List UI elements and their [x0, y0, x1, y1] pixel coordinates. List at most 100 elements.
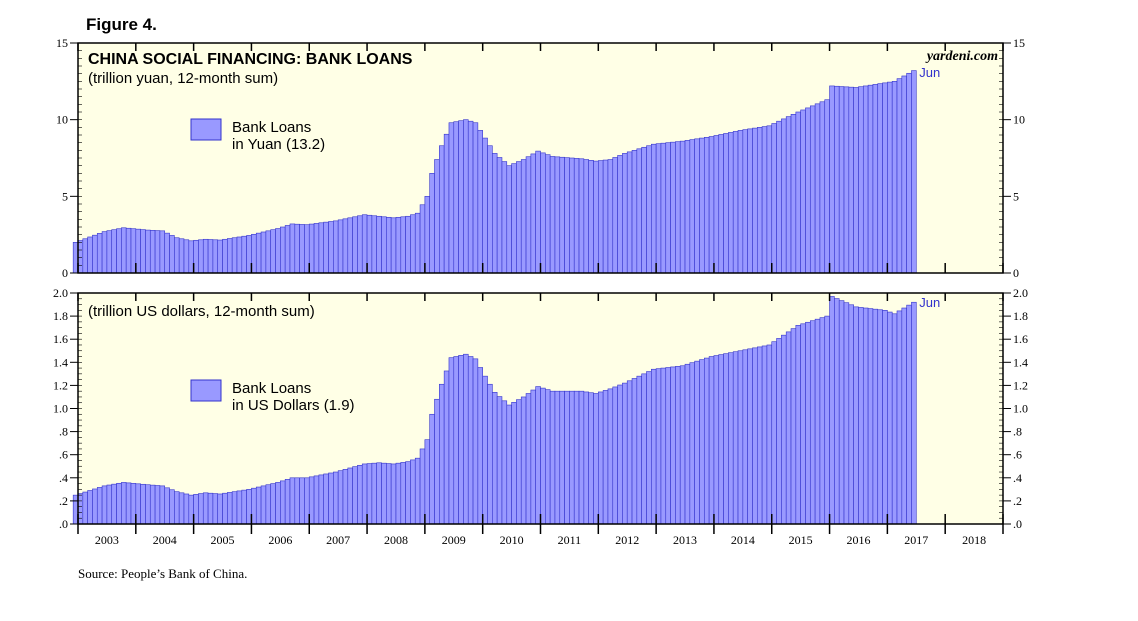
yuan-bar — [858, 86, 864, 274]
x-tick-label: 2018 — [962, 533, 986, 547]
yuan-bar — [535, 150, 541, 274]
yuan-chart-subtitle: (trillion yuan, 12-month sum) — [88, 70, 278, 87]
usd-bar — [429, 413, 435, 525]
yuan-bar — [771, 123, 777, 274]
usd-bar — [154, 485, 161, 525]
usd-bar — [622, 382, 628, 525]
usd-bar — [511, 402, 517, 525]
yuan-bar — [525, 156, 532, 274]
yuan-bar — [294, 223, 300, 274]
usd-bar — [771, 341, 777, 525]
usd-bar — [549, 390, 556, 525]
yuan-bar — [487, 145, 493, 274]
x-tick-label: 2016 — [846, 533, 870, 547]
yuan-ytick-label-left: 0 — [62, 266, 68, 280]
yuan-bar — [689, 139, 695, 274]
usd-bar — [313, 475, 320, 525]
usd-bar — [231, 491, 238, 525]
yuan-bar — [448, 122, 455, 274]
yuan-bar — [607, 159, 614, 274]
usd-bar — [761, 345, 768, 525]
yuan-bar — [212, 239, 219, 274]
yuan-legend-swatch — [190, 118, 222, 141]
usd-bar — [323, 473, 329, 525]
usd-legend-line-1: Bank Loans — [232, 380, 311, 397]
usd-bar — [482, 375, 488, 525]
yuan-bar — [414, 212, 421, 274]
yuan-bar — [381, 216, 387, 274]
usd-bar — [337, 470, 344, 525]
yuan-bar — [318, 222, 325, 274]
usd-ytick-label-right: .6 — [1013, 448, 1022, 462]
yuan-bar — [255, 232, 262, 274]
yuan-bar — [424, 196, 431, 274]
x-tick-label: 2005 — [211, 533, 235, 547]
x-tick-label: 2008 — [384, 533, 408, 547]
usd-bar — [241, 489, 247, 525]
usd-bar — [294, 477, 300, 525]
usd-bar — [414, 457, 421, 525]
usd-bar — [588, 392, 594, 525]
usd-ytick-label-left: 1.6 — [53, 332, 68, 346]
usd-bar — [906, 304, 912, 525]
usd-bar — [202, 492, 209, 525]
yuan-bar — [164, 232, 170, 274]
yuan-bar — [125, 227, 132, 274]
yuan-chart-title: CHINA SOCIAL FINANCING: BANK LOANS — [88, 51, 413, 68]
usd-bar — [516, 399, 522, 525]
yuan-bar — [376, 215, 382, 274]
figure-label: Figure 4. — [86, 15, 157, 34]
usd-bar — [357, 464, 363, 525]
yuan-bar — [679, 140, 686, 274]
usd-bar — [809, 320, 816, 525]
yuan-bar — [564, 157, 570, 274]
yuan-bar — [641, 146, 647, 274]
usd-ytick-label-right: .2 — [1013, 494, 1022, 508]
usd-bar — [448, 357, 455, 525]
yuan-bar — [482, 137, 488, 274]
yuan-bar — [400, 216, 406, 274]
usd-bar — [121, 482, 127, 525]
usd-bar — [887, 311, 893, 525]
x-tick-label: 2013 — [673, 533, 697, 547]
usd-bar — [183, 493, 190, 525]
usd-ytick-label-right: 1.2 — [1013, 378, 1028, 392]
yuan-bar — [92, 234, 98, 274]
yuan-ytick-label-left: 15 — [56, 36, 68, 50]
usd-bar — [872, 308, 879, 525]
yuan-bar — [843, 86, 850, 274]
yuan-bar — [149, 230, 156, 274]
usd-bar — [708, 356, 715, 525]
x-tick-label: 2012 — [615, 533, 639, 547]
usd-bar — [646, 371, 652, 525]
usd-bar — [540, 387, 546, 525]
yuan-bar — [732, 131, 739, 274]
usd-bar — [217, 493, 223, 525]
usd-bar — [87, 490, 93, 525]
watermark: yardeni.com — [925, 49, 998, 64]
yuan-bar — [87, 236, 93, 274]
yuan-bar — [747, 128, 753, 274]
yuan-bar — [694, 138, 700, 274]
usd-bar — [675, 366, 681, 525]
usd-bar — [390, 463, 397, 525]
usd-ytick-label-right: 1.8 — [1013, 309, 1028, 323]
yuan-bar — [472, 122, 479, 274]
yuan-bar — [636, 148, 642, 274]
usd-ytick-label-left: 2.0 — [53, 286, 68, 300]
usd-ytick-label-left: .6 — [59, 448, 68, 462]
yuan-bar — [838, 86, 845, 274]
usd-bar — [728, 352, 734, 525]
yuan-bar — [198, 239, 204, 274]
usd-ytick-label-right: .8 — [1013, 425, 1022, 439]
yuan-bar — [111, 229, 117, 274]
yuan-bar — [236, 236, 243, 274]
yuan-bar — [631, 150, 638, 274]
usd-bar — [631, 378, 638, 525]
yuan-bar — [573, 158, 580, 274]
yuan-bar — [299, 224, 305, 274]
usd-bar — [275, 482, 281, 525]
yuan-bar — [848, 86, 854, 274]
usd-bar — [877, 309, 883, 525]
